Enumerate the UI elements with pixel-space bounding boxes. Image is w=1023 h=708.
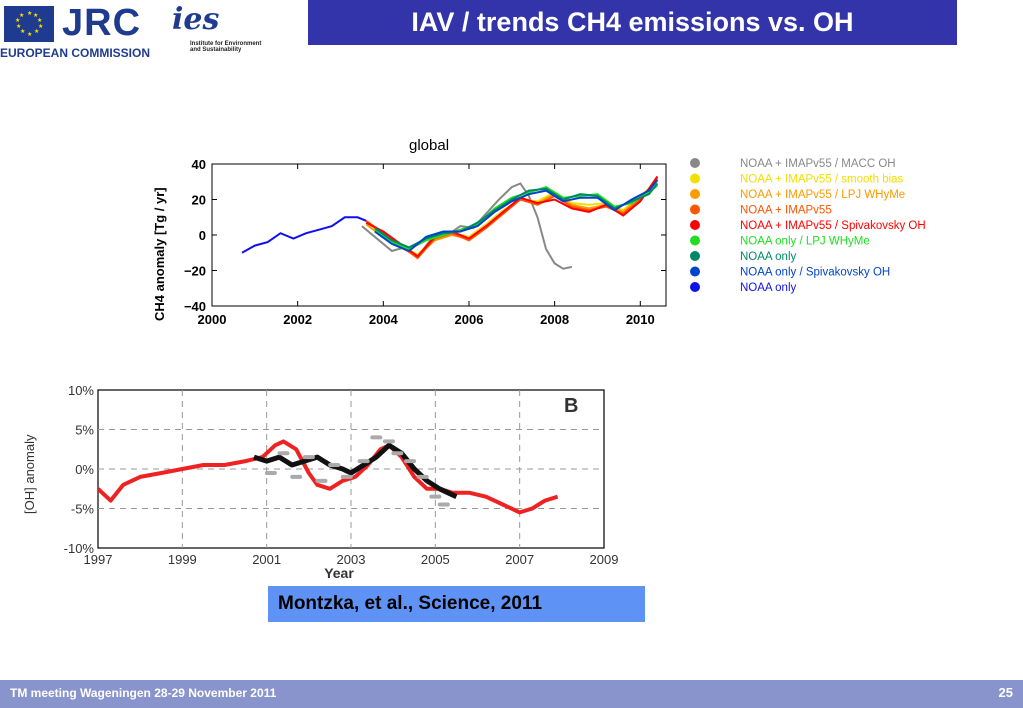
x-tick-label: 2010 — [626, 312, 655, 327]
logo-area: ★ ★ ★ ★ ★ ★ ★ ★ ★ ★ JRC EUROPEAN COMMISSION ie… — [0, 0, 300, 70]
legend-marker-4 — [690, 220, 700, 230]
citation-box: Montzka, et al., Science, 2011 — [268, 586, 645, 622]
x-tick-label: 2008 — [540, 312, 569, 327]
footer-meeting: TM meeting Wageningen 28-29 November 201… — [10, 686, 277, 700]
series-line-6 — [374, 182, 659, 249]
x-tick-label: 2004 — [369, 312, 399, 327]
series-line-7 — [374, 179, 659, 253]
y-tick-label: 5% — [75, 423, 94, 438]
svg-text:★: ★ — [16, 23, 21, 30]
x-tick-label: 2001 — [252, 552, 281, 567]
series-line-3 — [365, 177, 659, 260]
y-tick-label: 0 — [199, 228, 206, 243]
y-tick-label: 40 — [192, 157, 206, 172]
chart-title: global — [409, 137, 449, 154]
legend-label-6: NOAA only — [740, 251, 796, 263]
y-tick-label: 0% — [75, 462, 94, 477]
organisation-name: EUROPEAN COMMISSION — [0, 46, 151, 60]
svg-text:★: ★ — [20, 28, 25, 35]
ies-logo: ies — [172, 2, 220, 37]
series-line-8 — [241, 216, 367, 254]
legend-marker-0 — [690, 158, 700, 168]
svg-text:★: ★ — [34, 28, 39, 35]
series-line-0 — [96, 439, 559, 515]
svg-text:★: ★ — [27, 31, 32, 38]
footer-bar: TM meeting Wageningen 28-29 November 201… — [0, 680, 1023, 708]
legend-label-2: NOAA + IMAPv55 / LPJ WHyMe — [740, 189, 905, 201]
svg-text:★: ★ — [19, 12, 24, 19]
jrc-logo: JRC — [62, 2, 142, 44]
svg-text:★: ★ — [27, 10, 32, 17]
svg-text:★: ★ — [15, 17, 20, 24]
x-tick-label: 1997 — [84, 552, 113, 567]
x-tick-label: 2003 — [337, 552, 366, 567]
y-tick-label: -5% — [71, 502, 95, 517]
y-tick-label: 10% — [68, 383, 94, 398]
legend-marker-5 — [690, 235, 700, 246]
legend-label-8: NOAA only — [740, 282, 796, 294]
series-line-2 — [365, 179, 659, 258]
y-axis-label: CH4 anomaly [Tg / yr] — [152, 187, 167, 321]
legend-marker-8 — [690, 282, 700, 292]
svg-text:★: ★ — [37, 17, 42, 24]
series-line-1 — [253, 442, 458, 499]
y-axis-label: [OH] anomaly — [22, 434, 37, 514]
svg-text:★: ★ — [33, 12, 38, 19]
legend-marker-7 — [690, 266, 700, 277]
x-tick-label: 2000 — [198, 312, 227, 327]
page-number: 25 — [998, 685, 1013, 700]
legend-label-0: NOAA + IMAPv55 / MACC OH — [740, 158, 896, 170]
legend-label-4: NOAA + IMAPv55 / Spivakovsky OH — [740, 220, 926, 232]
svg-text:★: ★ — [38, 23, 43, 30]
eu-flag-icon: ★ ★★ ★★★ ★★★ ★ — [4, 6, 54, 42]
series-line-1 — [365, 181, 659, 256]
x-tick-label: 2007 — [505, 552, 534, 567]
x-tick-label: 2006 — [455, 312, 484, 327]
x-tick-label: 2009 — [590, 552, 619, 567]
oh-anomaly-chart: 10% 5% 0% -5% -10%1997 1999 2001 2003 2005 2007 20… — [22, 383, 619, 581]
panel-label: B — [564, 395, 578, 417]
legend-marker-6 — [690, 251, 700, 261]
series-line-5 — [374, 184, 659, 251]
legend-marker-3 — [690, 204, 700, 215]
legend-label-1: NOAA + IMAPv55 / smooth bias — [740, 174, 904, 186]
series-line-0 — [361, 182, 573, 270]
y-tick-label: −40 — [184, 299, 206, 314]
legend-marker-1 — [690, 173, 700, 184]
ies-subtitle: Institute for Environment and Sustainabi… — [190, 41, 262, 53]
x-tick-label: 2005 — [421, 552, 450, 567]
x-tick-label: 2002 — [283, 312, 312, 327]
legend-label-3: NOAA + IMAPv55 — [740, 205, 832, 217]
y-tick-label: 20 — [192, 193, 206, 208]
y-tick-label: -10% — [64, 541, 95, 556]
legend-marker-2 — [690, 189, 700, 199]
legend-label-5: NOAA only / LPJ WHyMe — [740, 236, 870, 248]
y-tick-label: −20 — [184, 264, 206, 279]
legend-label-7: NOAA only / Spivakovsky OH — [740, 267, 890, 279]
x-tick-label: 1999 — [168, 552, 197, 567]
slide-title: IAV / trends CH4 emissions vs. OH — [308, 0, 957, 45]
x-axis-label: Year — [324, 565, 354, 581]
